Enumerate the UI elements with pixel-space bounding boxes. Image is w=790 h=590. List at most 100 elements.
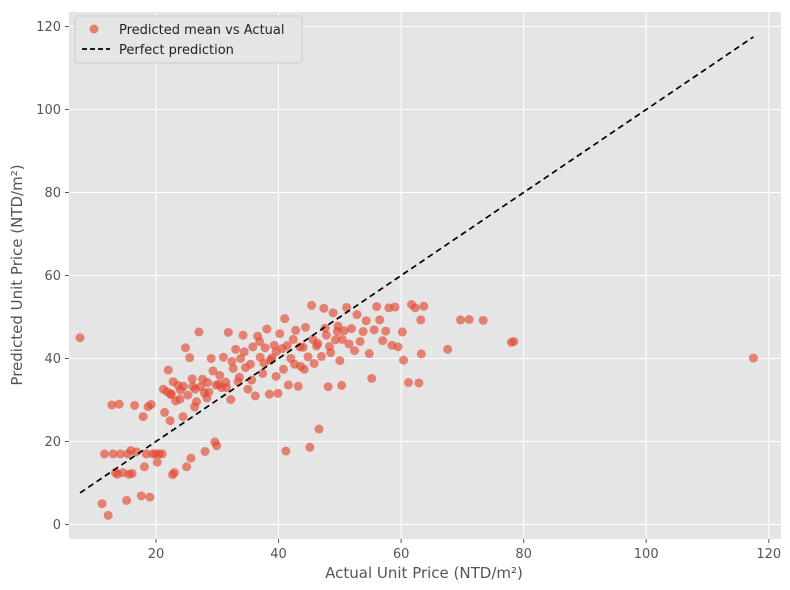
data-point (248, 342, 258, 352)
data-point (291, 325, 301, 335)
data-point (282, 341, 292, 351)
legend-label-scatter: Predicted mean vs Actual (119, 23, 284, 38)
data-point (190, 384, 200, 394)
data-point (352, 310, 362, 320)
data-point (344, 339, 354, 349)
data-point (122, 495, 132, 505)
y-tick-label: 120 (36, 20, 61, 35)
data-point (130, 400, 140, 410)
legend-marker-scatter (89, 24, 99, 34)
x-axis-ticks: 20 40 60 80 100 120 (148, 539, 781, 562)
y-tick-label: 60 (44, 269, 61, 284)
data-point (178, 412, 188, 422)
data-point (212, 441, 222, 451)
data-point (114, 399, 124, 409)
data-point (186, 453, 196, 463)
data-point (301, 322, 311, 332)
y-axis-label: Predicted Unit Price (NTD/m²) (8, 164, 26, 385)
data-point (375, 315, 385, 325)
x-axis-label: Actual Unit Price (NTD/m²) (325, 564, 523, 582)
data-point (378, 336, 388, 346)
data-point (509, 336, 519, 346)
data-point (307, 300, 317, 310)
data-point (169, 468, 179, 478)
data-point (278, 364, 288, 374)
data-point (283, 380, 293, 390)
data-point (108, 449, 118, 459)
data-point (255, 336, 265, 346)
data-point (316, 351, 326, 361)
data-point (238, 330, 248, 340)
data-point (399, 355, 409, 365)
data-point (166, 390, 176, 400)
scatter-points (75, 300, 758, 520)
data-point (416, 349, 426, 359)
y-tick-label: 80 (44, 186, 61, 201)
data-point (319, 303, 329, 313)
data-point (273, 388, 283, 398)
data-point (364, 349, 374, 359)
perfect-prediction-segment (79, 36, 754, 494)
x-tick-label: 60 (393, 547, 410, 562)
data-point (259, 358, 269, 368)
data-point (288, 334, 298, 344)
y-tick-label: 40 (44, 352, 61, 367)
data-point (358, 327, 368, 337)
data-point (305, 442, 315, 452)
data-point (414, 378, 424, 388)
data-point (393, 342, 403, 352)
data-point (250, 391, 260, 401)
data-point (258, 368, 268, 378)
data-point (381, 326, 391, 336)
data-point (115, 449, 125, 459)
data-point (175, 394, 185, 404)
data-point (309, 358, 319, 368)
data-point (337, 334, 347, 344)
data-point (231, 344, 241, 354)
data-point (103, 510, 113, 520)
data-point (223, 327, 233, 337)
data-point (185, 353, 195, 363)
data-point (138, 412, 148, 422)
data-point (194, 327, 204, 337)
data-point (281, 446, 291, 456)
data-point (187, 374, 197, 384)
data-point (361, 316, 371, 326)
data-point (299, 364, 309, 374)
x-tick-label: 20 (148, 547, 165, 562)
data-point (260, 343, 270, 353)
data-point (390, 302, 400, 312)
data-point (157, 449, 167, 459)
data-point (245, 359, 255, 369)
data-point (179, 381, 189, 391)
data-point (228, 363, 238, 373)
data-point (218, 352, 228, 362)
data-point (75, 333, 85, 343)
data-point (293, 381, 303, 391)
y-tick-label: 100 (36, 103, 61, 118)
data-point (141, 449, 151, 459)
y-tick-label: 0 (53, 518, 61, 533)
data-point (215, 371, 225, 381)
data-point (369, 325, 379, 335)
perfect-prediction-line (79, 36, 754, 494)
data-point (335, 356, 345, 366)
data-point (107, 400, 117, 410)
data-point (339, 326, 349, 336)
y-tick-label: 20 (44, 435, 61, 450)
data-point (208, 366, 218, 376)
data-point (271, 371, 281, 381)
data-point (323, 382, 333, 392)
data-point (262, 324, 272, 334)
data-point (180, 343, 190, 353)
data-point (456, 315, 466, 325)
x-tick-label: 100 (634, 547, 659, 562)
data-point (182, 462, 192, 472)
data-point (346, 324, 356, 334)
data-point (313, 339, 323, 349)
data-point (337, 380, 347, 390)
data-point (152, 457, 162, 467)
data-point (271, 347, 281, 357)
data-point (324, 341, 334, 351)
data-point (342, 302, 352, 312)
